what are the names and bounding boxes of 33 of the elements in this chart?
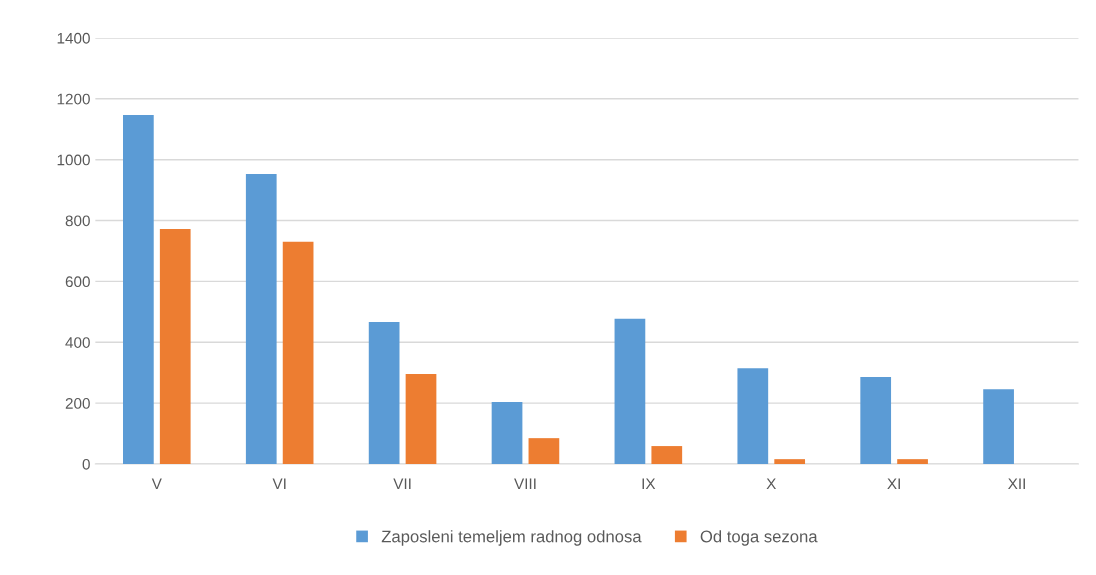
- x-tick-label: VIII: [514, 478, 536, 489]
- legend-label: Od toga sezona: [700, 530, 818, 546]
- y-tick-label: 800: [65, 215, 90, 227]
- bar: [897, 459, 928, 465]
- bar: [405, 373, 437, 465]
- bar: [651, 446, 683, 465]
- x-tick-label: VII: [393, 478, 411, 489]
- bar: [737, 368, 769, 465]
- x-tick-label: XI: [887, 478, 900, 489]
- bar: [774, 459, 806, 465]
- y-tick-label: 1200: [57, 93, 90, 105]
- x-tick-label: IX: [642, 478, 656, 489]
- bar: [282, 241, 314, 465]
- y-tick-label: 1000: [57, 154, 90, 166]
- x-tick-label: X: [766, 478, 777, 489]
- legend-label: Zaposleni temeljem radnog odnosa: [381, 530, 642, 546]
- x-tick-label: VI: [272, 478, 286, 489]
- bar: [123, 114, 154, 465]
- y-tick-label: 600: [65, 276, 90, 288]
- y-tick-label: 0: [82, 458, 90, 470]
- y-tick-label: 400: [65, 337, 90, 348]
- y-tick-label: 200: [65, 398, 90, 409]
- x-tick-label: V: [151, 478, 162, 489]
- bar: [245, 173, 277, 465]
- bar: [614, 318, 646, 465]
- bar: [159, 229, 191, 465]
- bar: [983, 389, 1014, 465]
- bar: [528, 438, 560, 465]
- y-tick-label: 1400: [57, 32, 90, 44]
- bar: [368, 321, 400, 465]
- x-tick-label: XII: [1008, 478, 1025, 489]
- bar: [860, 376, 892, 465]
- bar: [491, 401, 523, 465]
